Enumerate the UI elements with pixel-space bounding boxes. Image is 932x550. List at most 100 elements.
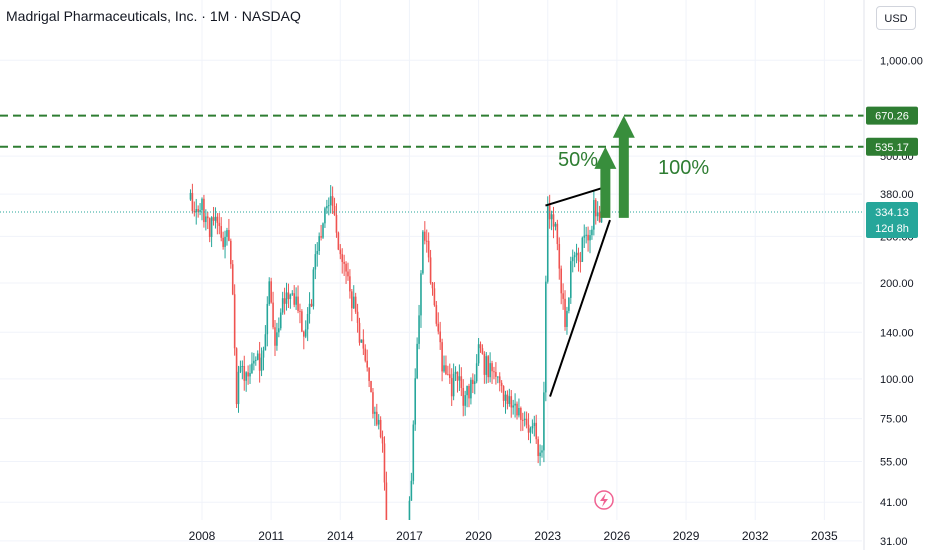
candle-body bbox=[283, 298, 286, 304]
candle-body bbox=[220, 226, 223, 238]
candle-body bbox=[521, 419, 524, 421]
candle bbox=[483, 351, 486, 384]
candle-body bbox=[222, 237, 224, 247]
candle bbox=[381, 430, 384, 453]
candle-body bbox=[600, 214, 603, 223]
candle bbox=[556, 219, 559, 251]
candle bbox=[571, 249, 574, 273]
candle bbox=[383, 436, 386, 491]
candle bbox=[258, 341, 261, 383]
candle-body bbox=[468, 385, 470, 399]
candle bbox=[445, 355, 447, 376]
candle bbox=[512, 399, 514, 415]
candle bbox=[414, 368, 417, 431]
price-axis[interactable]: 1,000.00500.00380.00280.00200.00140.0010… bbox=[863, 0, 923, 550]
time-axis[interactable]: 2008 2011 2014 2017 2020 2023 2026 2029 2032 2035 bbox=[189, 529, 838, 543]
candle-body bbox=[289, 294, 292, 300]
candle-body bbox=[475, 363, 478, 382]
candle bbox=[333, 197, 336, 216]
candle bbox=[216, 213, 219, 235]
candle-body bbox=[550, 214, 553, 220]
candle bbox=[356, 303, 359, 333]
candle-body bbox=[543, 392, 545, 451]
candle-body bbox=[424, 231, 426, 241]
candle-body bbox=[201, 198, 203, 211]
candle bbox=[408, 496, 411, 520]
candle bbox=[508, 388, 511, 407]
candle bbox=[241, 360, 244, 380]
candle bbox=[226, 227, 228, 246]
candle-body bbox=[577, 252, 580, 261]
y-tick-label: 140.00 bbox=[880, 327, 914, 339]
candle bbox=[210, 216, 213, 248]
candle-body bbox=[541, 450, 543, 453]
candle-body bbox=[508, 396, 511, 404]
y-tick-label: 1,000.00 bbox=[880, 55, 923, 67]
candle-body bbox=[385, 482, 388, 520]
candle bbox=[264, 325, 267, 351]
candle bbox=[299, 303, 301, 324]
candle bbox=[437, 312, 440, 335]
candle bbox=[345, 261, 347, 284]
candle bbox=[287, 283, 290, 309]
candle-body bbox=[598, 212, 601, 223]
candle-body bbox=[570, 261, 572, 298]
candle-body bbox=[366, 360, 368, 368]
candle bbox=[568, 297, 570, 314]
candle bbox=[220, 217, 223, 242]
candle bbox=[201, 197, 203, 221]
candle-body bbox=[203, 198, 205, 223]
candle-body bbox=[266, 303, 269, 335]
candle-body bbox=[483, 353, 486, 375]
candle bbox=[583, 224, 586, 249]
candle-body bbox=[418, 315, 420, 344]
candle bbox=[431, 281, 434, 296]
candle-body bbox=[566, 310, 568, 327]
candle bbox=[272, 291, 274, 330]
candle bbox=[554, 221, 557, 231]
candle-body bbox=[239, 366, 242, 372]
candle bbox=[591, 225, 593, 240]
candle bbox=[193, 201, 196, 217]
candle bbox=[285, 282, 288, 311]
currency-button[interactable]: USD bbox=[876, 6, 916, 30]
candle-body bbox=[241, 366, 244, 368]
candle-body bbox=[495, 372, 497, 377]
candle-body bbox=[473, 381, 476, 385]
candle-body bbox=[210, 217, 213, 237]
candle bbox=[558, 237, 561, 280]
candle-body bbox=[525, 418, 528, 425]
candle-body bbox=[333, 206, 336, 215]
candle bbox=[308, 292, 311, 324]
candle bbox=[579, 251, 582, 273]
candle-body bbox=[258, 353, 261, 371]
candle-body bbox=[343, 262, 345, 264]
candle-body bbox=[358, 322, 361, 343]
lightning-event-icon[interactable] bbox=[594, 490, 614, 510]
candle-body bbox=[360, 339, 363, 343]
candle-body bbox=[593, 200, 595, 230]
candle bbox=[575, 243, 578, 264]
candle-body bbox=[337, 232, 340, 250]
candle bbox=[274, 320, 276, 357]
candle bbox=[347, 262, 349, 281]
candle-body bbox=[233, 294, 236, 349]
candle bbox=[374, 406, 376, 426]
candle bbox=[489, 352, 491, 383]
candle bbox=[487, 354, 490, 383]
y-tick-label: 41.00 bbox=[880, 497, 908, 509]
candle-body bbox=[591, 229, 593, 236]
candle-body bbox=[408, 500, 411, 520]
candle-body bbox=[487, 356, 490, 378]
candle bbox=[206, 211, 209, 230]
candle-body bbox=[249, 372, 251, 377]
candle bbox=[331, 186, 334, 214]
candle bbox=[447, 365, 449, 376]
candle-body bbox=[420, 273, 422, 316]
candle-body bbox=[433, 288, 436, 306]
candle-body bbox=[314, 254, 317, 270]
candle bbox=[473, 374, 476, 395]
candle-body bbox=[372, 392, 374, 414]
candle-body bbox=[512, 405, 514, 408]
